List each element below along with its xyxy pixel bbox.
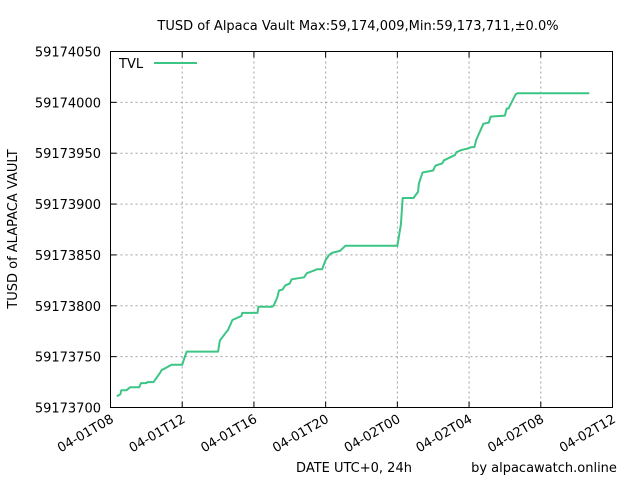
x-axis-label: DATE UTC+0, 24h bbox=[296, 461, 412, 476]
y-tick-label: 59173850 bbox=[35, 249, 101, 264]
x-tick-label: 04-02T08 bbox=[485, 412, 546, 456]
y-tick-label: 59173700 bbox=[35, 402, 101, 417]
y-tick-label: 59173750 bbox=[35, 351, 101, 366]
y-tick-label: 59174000 bbox=[35, 96, 101, 111]
y-axis-label: TUSD of ALAPACA VAULT bbox=[6, 149, 21, 310]
x-tick-label: 04-01T20 bbox=[270, 412, 331, 456]
y-tick-label: 59173800 bbox=[35, 300, 101, 315]
plot-frame bbox=[110, 51, 613, 408]
y-tick-label: 59173950 bbox=[35, 147, 101, 162]
x-tick-label: 04-01T16 bbox=[199, 412, 260, 456]
x-tick-label: 04-02T04 bbox=[414, 412, 475, 456]
x-tick-label: 04-01T08 bbox=[55, 412, 116, 456]
plot-area bbox=[116, 92, 590, 398]
y-tick-label: 59173900 bbox=[35, 198, 101, 213]
y-tick-label: 59174050 bbox=[35, 46, 101, 61]
x-tick-label: 04-02T12 bbox=[557, 412, 618, 456]
chart-title: TUSD of Alpaca Vault Max:59,174,009,Min:… bbox=[156, 19, 558, 34]
x-axis: 04-01T08 04-01T12 04-01T16 04-01T20 04-02T00… bbox=[55, 51, 619, 456]
legend: TVL bbox=[118, 57, 197, 72]
legend-label: TVL bbox=[118, 57, 144, 72]
series-line-tvl bbox=[116, 92, 590, 398]
x-tick-label: 04-01T12 bbox=[127, 412, 188, 456]
credit-text: by alpacawatch.online bbox=[471, 461, 617, 476]
x-tick-label: 04-02T00 bbox=[342, 412, 403, 456]
y-axis: 59173700 59173750 59173800 59173850 59173900… bbox=[35, 46, 613, 417]
grid bbox=[110, 51, 613, 408]
